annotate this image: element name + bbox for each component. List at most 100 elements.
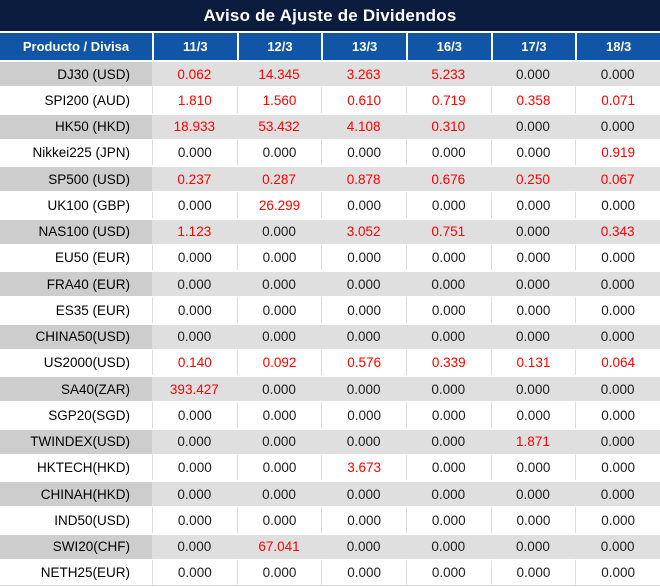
value-cell: 1.871	[490, 427, 576, 454]
table-body: DJ30 (USD) 0.062 14.345 3.263 5.233 0.000 0.00…	[0, 60, 660, 585]
value-cell: 18.933	[152, 112, 237, 139]
value-cell: 0.878	[321, 165, 406, 192]
value-cell: 0.000	[490, 480, 576, 507]
value-cell: 0.000	[321, 427, 406, 454]
table-row: EU50 (EUR) 0.000 0.000 0.000 0.000 0.000 0.000	[0, 243, 660, 270]
value-cell: 0.000	[405, 480, 491, 507]
value-cell: 53.432	[236, 112, 322, 139]
value-cell: 0.000	[152, 322, 237, 349]
value-cell: 0.610	[321, 86, 406, 113]
value-cell: 67.041	[236, 532, 322, 559]
table-row: ES35 (EUR) 0.000 0.000 0.000 0.000 0.000 0.000	[0, 296, 660, 323]
value-cell: 0.000	[321, 191, 406, 218]
product-cell: NAS100 (USD)	[0, 217, 152, 244]
table-row: SA40(ZAR) 393.427 0.000 0.000 0.000 0.000 0.00…	[0, 375, 660, 402]
product-cell: UK100 (GBP)	[0, 191, 152, 218]
product-cell: Nikkei225 (JPN)	[0, 138, 152, 165]
value-cell: 0.000	[490, 112, 576, 139]
product-cell: NETH25(EUR)	[0, 558, 152, 585]
value-cell: 0.676	[405, 165, 491, 192]
table-row: CHINA50(USD) 0.000 0.000 0.000 0.000 0.000 0.0…	[0, 322, 660, 349]
value-cell: 0.000	[321, 401, 406, 428]
value-cell: 0.000	[152, 558, 237, 585]
product-cell: SA40(ZAR)	[0, 375, 152, 402]
value-cell: 0.000	[236, 322, 322, 349]
value-cell: 0.000	[490, 243, 576, 270]
value-cell: 0.000	[490, 191, 576, 218]
value-cell: 3.673	[321, 453, 406, 480]
table-row: UK100 (GBP) 0.000 26.299 0.000 0.000 0.000 0.0…	[0, 191, 660, 218]
value-cell: 0.000	[321, 506, 406, 533]
product-cell: CHINA50(USD)	[0, 322, 152, 349]
value-cell: 0.140	[152, 348, 237, 375]
value-cell: 5.233	[405, 60, 491, 87]
value-cell: 0.000	[152, 138, 237, 165]
value-cell: 0.000	[236, 243, 322, 270]
value-cell: 0.000	[321, 480, 406, 507]
value-cell: 0.000	[405, 270, 491, 297]
value-cell: 0.000	[490, 270, 576, 297]
value-cell: 0.000	[490, 558, 576, 585]
value-cell: 0.000	[490, 375, 576, 402]
value-cell: 14.345	[236, 60, 322, 87]
value-cell: 0.000	[236, 480, 322, 507]
value-cell: 0.000	[236, 296, 322, 323]
page-title: Aviso de Ajuste de Dividendos	[0, 0, 660, 33]
value-cell: 0.000	[405, 558, 491, 585]
value-cell: 0.000	[490, 453, 576, 480]
value-cell: 0.000	[321, 558, 406, 585]
value-cell: 0.092	[236, 348, 322, 375]
value-cell: 0.000	[575, 270, 660, 297]
value-cell: 0.000	[321, 322, 406, 349]
value-cell: 0.000	[152, 191, 237, 218]
value-cell: 0.000	[405, 506, 491, 533]
product-cell: US2000(USD)	[0, 348, 152, 375]
value-cell: 0.000	[321, 138, 406, 165]
value-cell: 0.000	[575, 191, 660, 218]
value-cell: 0.000	[405, 138, 491, 165]
value-cell: 0.339	[405, 348, 491, 375]
header-row: Producto / Divisa 11/3 12/3 13/3 16/3 17/3 18/…	[0, 33, 660, 60]
value-cell: 0.000	[405, 296, 491, 323]
value-cell: 0.000	[321, 243, 406, 270]
table-row: NAS100 (USD) 1.123 0.000 3.052 0.751 0.000 0.3…	[0, 217, 660, 244]
product-cell: SPI200 (AUD)	[0, 86, 152, 113]
value-cell: 0.000	[490, 506, 576, 533]
value-cell: 0.287	[236, 165, 322, 192]
value-cell: 0.000	[575, 112, 660, 139]
value-cell: 0.000	[236, 558, 322, 585]
col-header-product: Producto / Divisa	[0, 33, 152, 60]
value-cell: 0.000	[405, 532, 491, 559]
value-cell: 393.427	[152, 375, 237, 402]
value-cell: 0.067	[575, 165, 660, 192]
value-cell: 0.000	[405, 322, 491, 349]
value-cell: 0.062	[152, 60, 237, 87]
table-row: DJ30 (USD) 0.062 14.345 3.263 5.233 0.000 0.00…	[0, 60, 660, 87]
table-row: TWINDEX(USD) 0.000 0.000 0.000 0.000 1.871 0.0…	[0, 427, 660, 454]
value-cell: 0.719	[405, 86, 491, 113]
product-cell: SWI20(CHF)	[0, 532, 152, 559]
value-cell: 0.000	[575, 453, 660, 480]
col-header-date: 18/3	[575, 33, 660, 60]
col-header-date: 11/3	[152, 33, 237, 60]
table-row: IND50(USD) 0.000 0.000 0.000 0.000 0.000 0.000	[0, 506, 660, 533]
value-cell: 0.000	[575, 532, 660, 559]
value-cell: 0.000	[490, 217, 576, 244]
value-cell: 0.000	[152, 427, 237, 454]
col-header-date: 16/3	[405, 33, 491, 60]
value-cell: 0.310	[405, 112, 491, 139]
value-cell: 0.000	[490, 401, 576, 428]
table-row: SGP20(SGD) 0.000 0.000 0.000 0.000 0.000 0.000	[0, 401, 660, 428]
value-cell: 0.000	[575, 558, 660, 585]
value-cell: 0.000	[405, 453, 491, 480]
value-cell: 0.000	[405, 427, 491, 454]
value-cell: 0.000	[575, 480, 660, 507]
value-cell: 1.810	[152, 86, 237, 113]
value-cell: 0.576	[321, 348, 406, 375]
value-cell: 0.000	[490, 532, 576, 559]
value-cell: 0.919	[575, 138, 660, 165]
value-cell: 0.358	[490, 86, 576, 113]
value-cell: 3.052	[321, 217, 406, 244]
value-cell: 0.000	[236, 217, 322, 244]
value-cell: 0.000	[575, 296, 660, 323]
